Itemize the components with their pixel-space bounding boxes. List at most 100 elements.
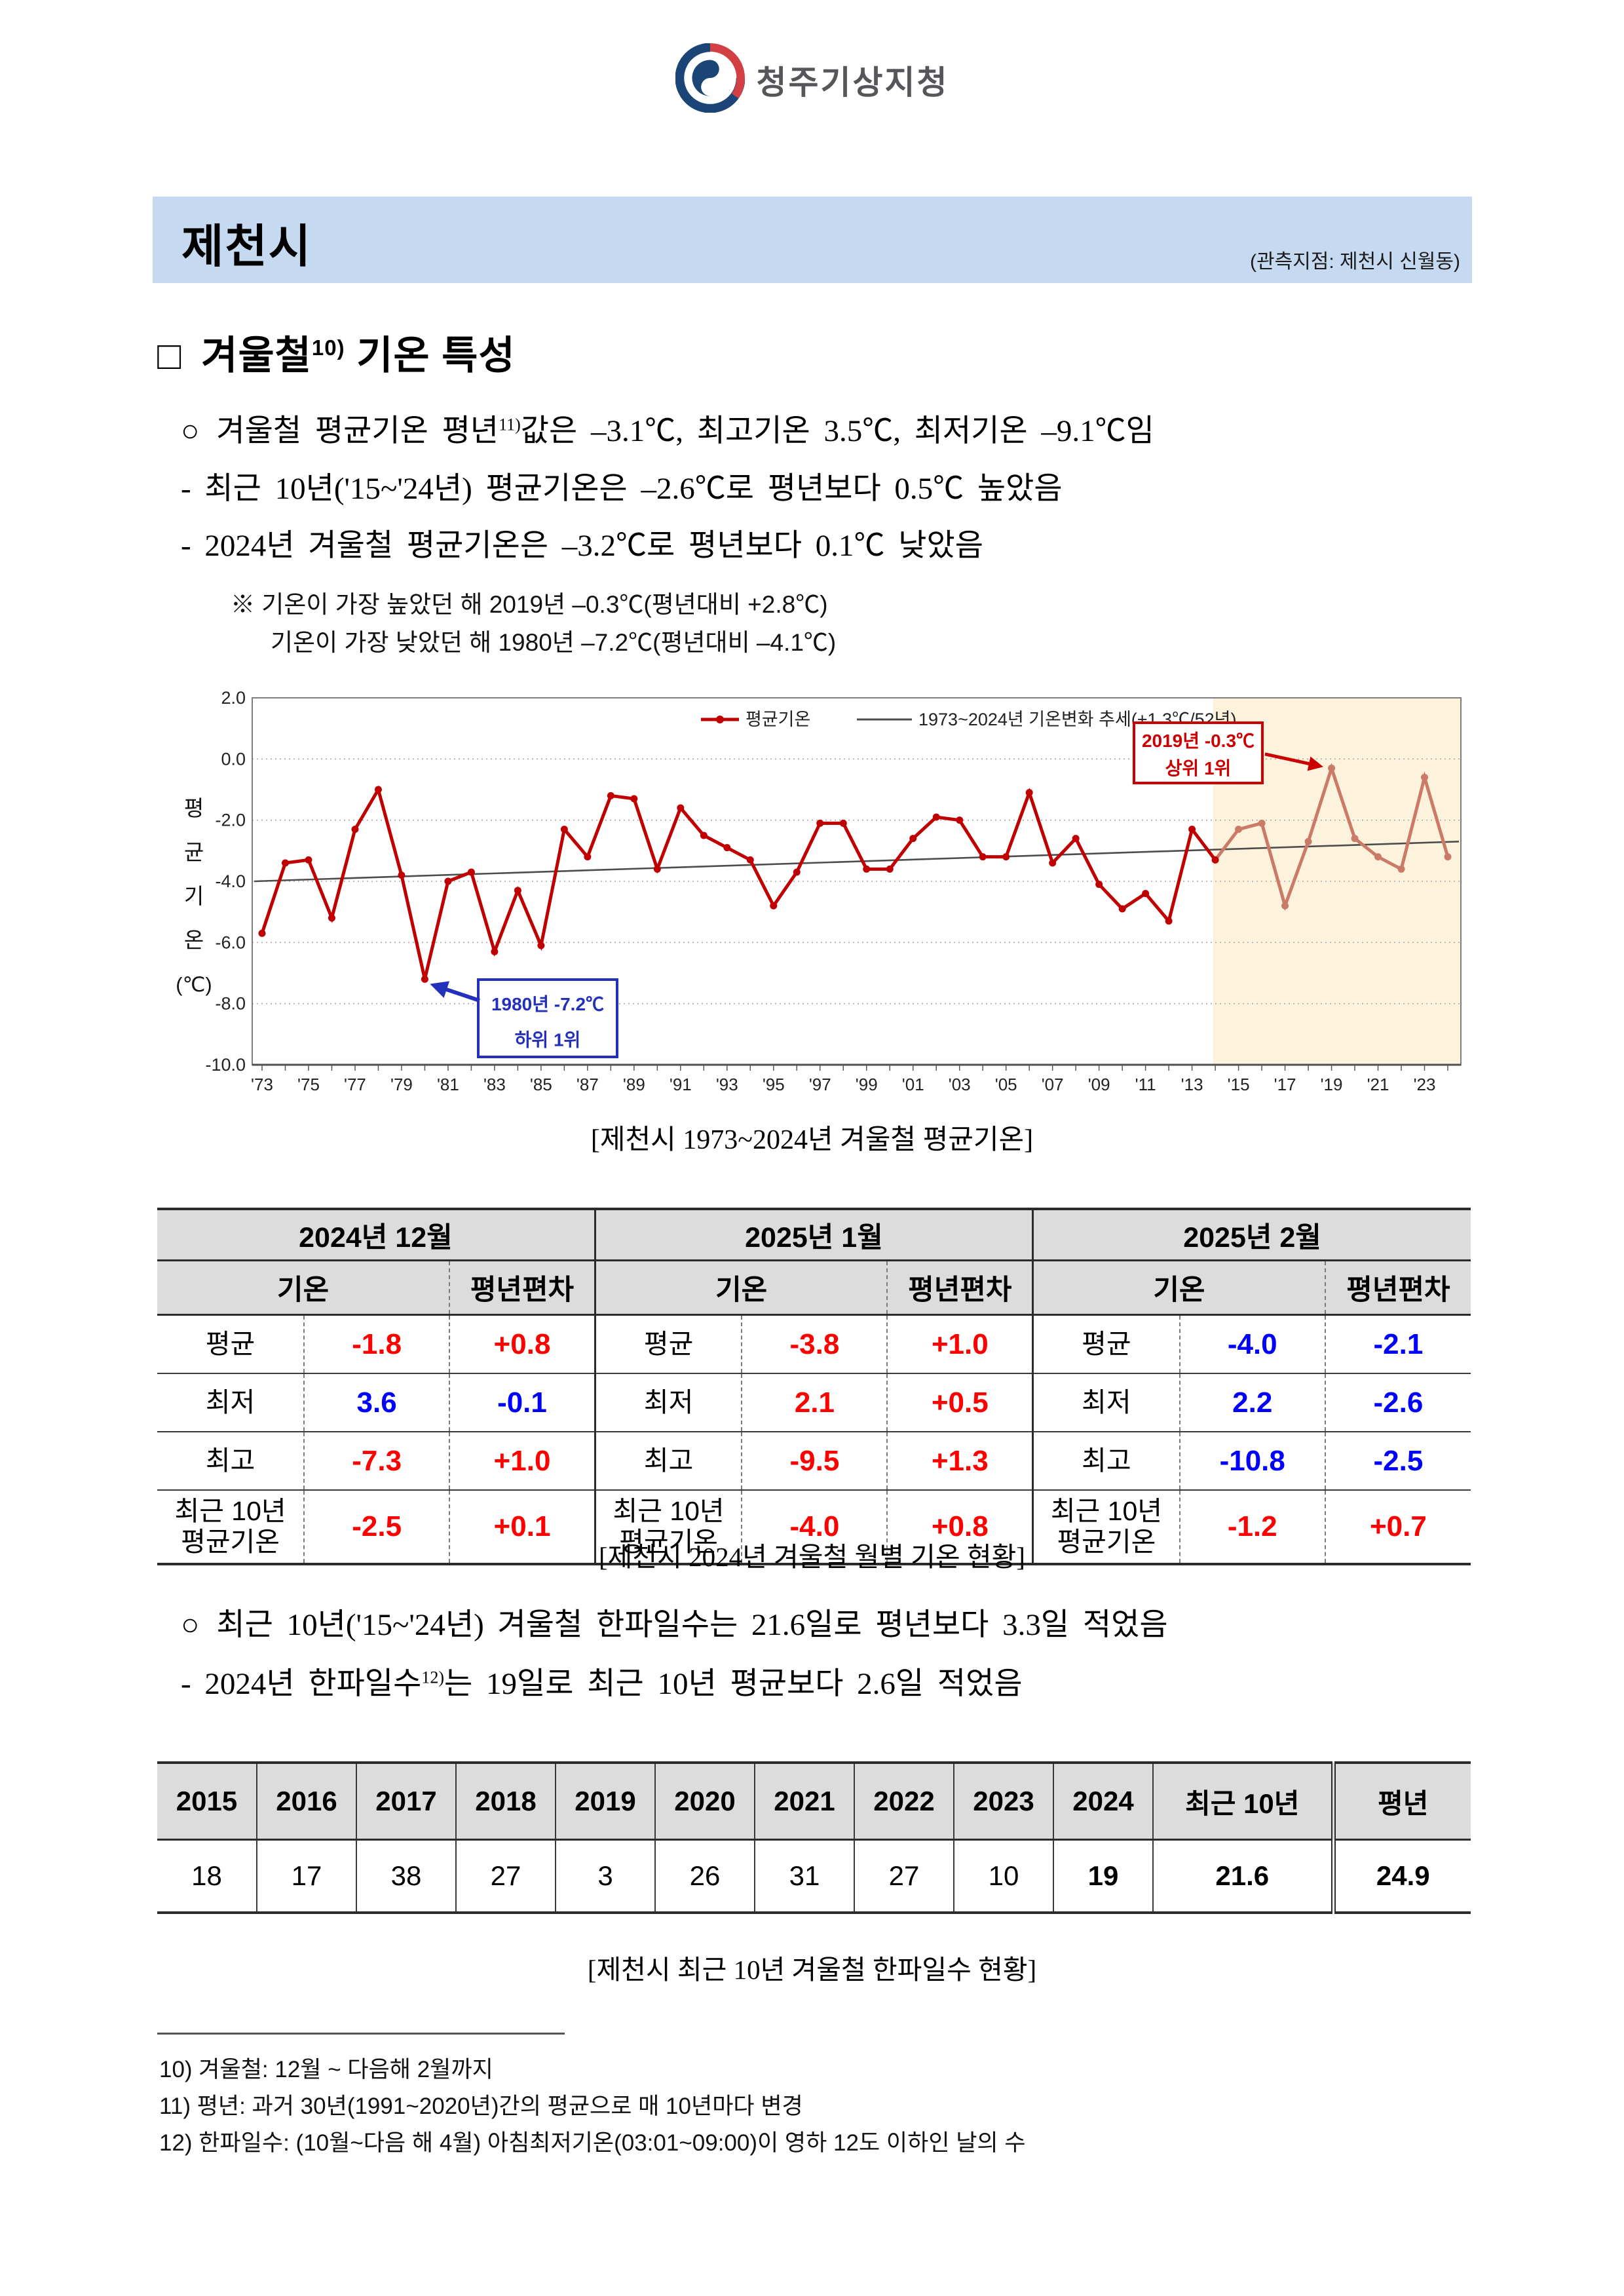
- table-row: 평균 -1.8 +0.8 평균 -3.8 +1.0 평균 -4.0 -2.1: [157, 1314, 1471, 1374]
- temp-value: 3.6: [303, 1373, 450, 1432]
- deviation-value: +1.0: [886, 1314, 1033, 1374]
- x-tick-label: '03: [949, 1075, 971, 1094]
- y-tick-label: -10.0: [205, 1055, 246, 1075]
- table-row: 최저 3.6 -0.1 최저 2.1 +0.5 최저 2.2 -2.6: [157, 1373, 1471, 1432]
- row-label: 최근 10년 평균기온: [157, 1490, 305, 1565]
- x-tick-label: '21: [1367, 1075, 1389, 1094]
- data-point-1974: [281, 859, 289, 867]
- data-point-1985: [537, 942, 545, 949]
- agency-name: 청주기상지청: [756, 64, 949, 101]
- data-point-1982: [467, 868, 475, 876]
- data-point-2024: [1444, 853, 1452, 861]
- temp-series: [260, 785, 1217, 980]
- row-label: 최저: [157, 1373, 305, 1432]
- data-point-1983: [491, 947, 499, 955]
- footnote-10: 10) 겨울철: 12월 ~ 다음해 2월까지: [159, 2057, 493, 2082]
- annotation-box: [1133, 721, 1264, 784]
- row-label: 최저: [594, 1373, 742, 1432]
- data-point-1986: [560, 826, 568, 833]
- x-tick-label: '19: [1321, 1075, 1343, 1094]
- data-point-2008: [1072, 835, 1080, 843]
- data-point-2002: [932, 813, 940, 821]
- temp-value: -3.8: [741, 1314, 888, 1374]
- deviation-value: -2.5: [1324, 1432, 1471, 1491]
- cold-table-caption: [제천시 최근 10년 겨울철 한파일수 현황]: [587, 1955, 1037, 1985]
- data-point-2010: [1118, 905, 1126, 913]
- annotation-line2: 하위 1위: [515, 1029, 581, 1050]
- footnote-divider: [157, 2033, 565, 2035]
- data-point-1981: [444, 877, 452, 885]
- data-point-1994: [746, 856, 754, 864]
- year-header: 평년: [1331, 1763, 1471, 1841]
- month-group-header: 2025년 1월: [594, 1209, 1033, 1261]
- x-tick-label: '83: [483, 1075, 506, 1094]
- data-point-2016: [1258, 819, 1266, 827]
- row-label: 평균: [594, 1314, 742, 1374]
- temp-value: -9.5: [741, 1432, 888, 1491]
- year-header: 2020: [654, 1763, 755, 1841]
- data-point-1998: [839, 819, 847, 827]
- year-header: 2023: [953, 1763, 1053, 1841]
- y-tick-label: 0.0: [221, 749, 246, 769]
- data-point-1975: [305, 856, 312, 864]
- x-tick-label: '79: [390, 1075, 413, 1094]
- temp-value: -1.2: [1179, 1490, 1325, 1565]
- temp-value: -2.5: [303, 1490, 450, 1565]
- year-header: 2017: [356, 1763, 456, 1841]
- annotation-line1: 1980년 -7.2℃: [491, 994, 604, 1014]
- city-banner: 제천시 (관측지점: 제천시 신월동): [153, 197, 1472, 283]
- row-label: 평균: [1032, 1314, 1180, 1374]
- data-point-2015: [1235, 826, 1243, 833]
- data-point-1995: [770, 902, 778, 909]
- note-lowest: 기온이 가장 낮았던 해 1980년 –7.2℃(평년대비 –4.1℃): [271, 629, 837, 656]
- line-chart: 2.0 0.0 -2.0 -4.0 -6.0 -8.0 -10.0 '73 '75 '77 '79 '…: [176, 688, 1462, 1094]
- cold-days-value: 21.6: [1152, 1839, 1333, 1913]
- x-tick-label: '75: [297, 1075, 320, 1094]
- note-highest: ※ 기온이 가장 높았던 해 2019년 –0.3℃(평년대비 +2.8℃): [231, 591, 828, 618]
- data-point-2012: [1165, 917, 1173, 925]
- y-axis-label-char: (℃): [176, 973, 212, 996]
- x-tick-label: '07: [1042, 1075, 1064, 1094]
- y-tick-label: -2.0: [215, 811, 246, 830]
- deviation-value: +1.3: [886, 1432, 1033, 1491]
- data-point-2011: [1142, 890, 1150, 898]
- temp-value: -4.0: [741, 1490, 888, 1565]
- deviation-value: -0.1: [449, 1373, 595, 1432]
- data-point-1984: [514, 887, 521, 894]
- cold-days-table: 2015 2016 2017 2018 2019 2020 2021 2022 2023 2024…: [157, 1761, 1471, 1914]
- cold-days-value: 26: [654, 1839, 755, 1913]
- x-tick-label: '15: [1228, 1075, 1250, 1094]
- data-point-1979: [398, 871, 406, 879]
- deviation-value: +0.7: [1324, 1490, 1471, 1565]
- subheader-deviation: 평년편차: [886, 1260, 1033, 1316]
- x-tick-label: '17: [1274, 1075, 1296, 1094]
- year-header: 2015: [157, 1763, 257, 1841]
- footnote-12: 12) 한파일수: (10월~다음 해 4월) 아침최저기온(03:01~09:…: [159, 2130, 1026, 2156]
- monthly-temp-table: 2024년 12월 2025년 1월 2025년 2월 기온 평년편차 기온 평년편차 기온 평…: [157, 1208, 1471, 1565]
- x-tick-label: '01: [902, 1075, 924, 1094]
- data-point-2013: [1188, 826, 1196, 833]
- temp-value: -10.8: [1179, 1432, 1325, 1491]
- data-point-1997: [816, 819, 824, 827]
- data-point-2009: [1095, 881, 1103, 889]
- x-tick-label: '11: [1135, 1075, 1156, 1094]
- deviation-value: +0.8: [886, 1490, 1033, 1565]
- temp-value: 2.2: [1179, 1373, 1325, 1432]
- data-point-2023: [1421, 773, 1429, 781]
- subheader-deviation: 평년편차: [449, 1260, 595, 1316]
- data-point-1996: [793, 868, 801, 876]
- x-tick-label: '77: [344, 1075, 366, 1094]
- deviation-value: +1.0: [449, 1432, 595, 1491]
- x-tick-label: '99: [856, 1075, 878, 1094]
- x-tick-label: '73: [251, 1075, 273, 1094]
- cold-days-value: 17: [256, 1839, 356, 1913]
- data-point-2018: [1304, 837, 1312, 845]
- section-title-text: 겨울철10) 기온 특성: [201, 334, 516, 377]
- data-point-2014: [1211, 856, 1219, 864]
- x-tick-label: '95: [763, 1075, 785, 1094]
- x-tick-label: '13: [1181, 1075, 1203, 1094]
- row-label: 최저: [1032, 1373, 1180, 1432]
- observation-station: (관측지점: 제천시 신월동): [1250, 251, 1460, 273]
- table-row: 최고 -7.3 +1.0 최고 -9.5 +1.3 최고 -10.8 -2.5: [157, 1432, 1471, 1491]
- x-tick-label: '89: [623, 1075, 645, 1094]
